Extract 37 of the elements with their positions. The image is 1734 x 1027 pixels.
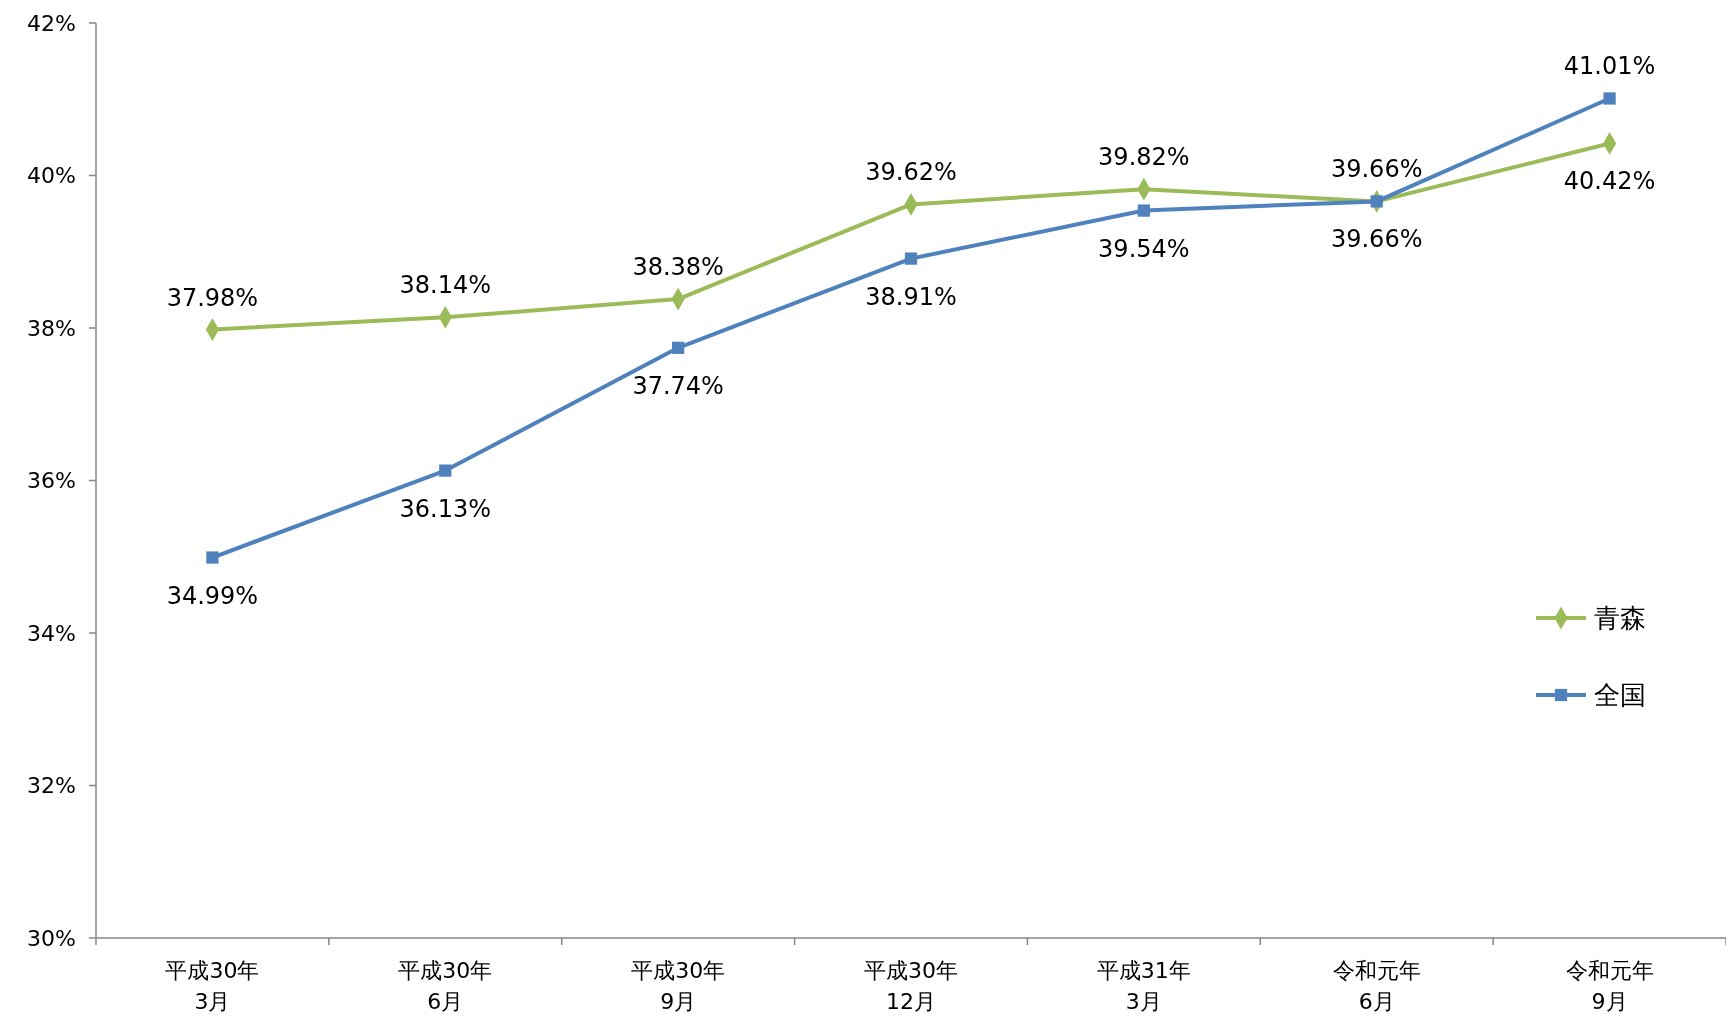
x-tick-label: 令和元年 6月: [1332, 958, 1421, 1014]
y-tick-label: 32%: [27, 773, 76, 799]
data-label: 36.13%: [399, 494, 492, 523]
point: [206, 551, 219, 564]
point: [1603, 92, 1616, 105]
y-tick-label: 38%: [27, 315, 76, 341]
data-label: 39.66%: [1330, 225, 1423, 254]
data-label: 38.38%: [632, 253, 724, 282]
x-tick-label: 平成30年 3月: [165, 958, 260, 1014]
y-tick-label: 42%: [27, 10, 76, 36]
y-tick-label: 40%: [27, 163, 76, 189]
point: [439, 464, 452, 477]
point: [1137, 204, 1150, 217]
data-label: 37.74%: [632, 371, 724, 400]
point: [672, 341, 685, 354]
x-tick-label: 令和元年 9月: [1565, 958, 1654, 1014]
point: [1370, 195, 1383, 208]
data-label: 39.62%: [865, 158, 957, 187]
data-label: 39.54%: [1098, 234, 1190, 263]
legend-label: 青森: [1594, 603, 1646, 634]
x-tick-label: 平成30年 6月: [398, 958, 493, 1014]
x-tick-label: 平成30年 12月: [864, 958, 958, 1014]
data-label: 41.01%: [1563, 52, 1656, 81]
data-label: 40.42%: [1563, 167, 1656, 196]
data-label: 34.99%: [166, 581, 259, 610]
y-tick-label: 36%: [27, 468, 76, 494]
x-tick-label: 平成31年 3月: [1096, 958, 1191, 1014]
data-label: 38.91%: [865, 282, 957, 311]
data-label: 38.14%: [399, 271, 492, 300]
data-label: 39.66%: [1330, 155, 1423, 184]
data-label: 39.82%: [1098, 143, 1190, 172]
legend-label: 全国: [1594, 680, 1646, 711]
y-tick-label: 34%: [27, 620, 76, 646]
y-tick-label: 30%: [27, 925, 76, 951]
point: [904, 252, 918, 265]
x-tick-label: 平成30年 9月: [631, 958, 726, 1014]
data-label: 37.98%: [166, 283, 259, 312]
